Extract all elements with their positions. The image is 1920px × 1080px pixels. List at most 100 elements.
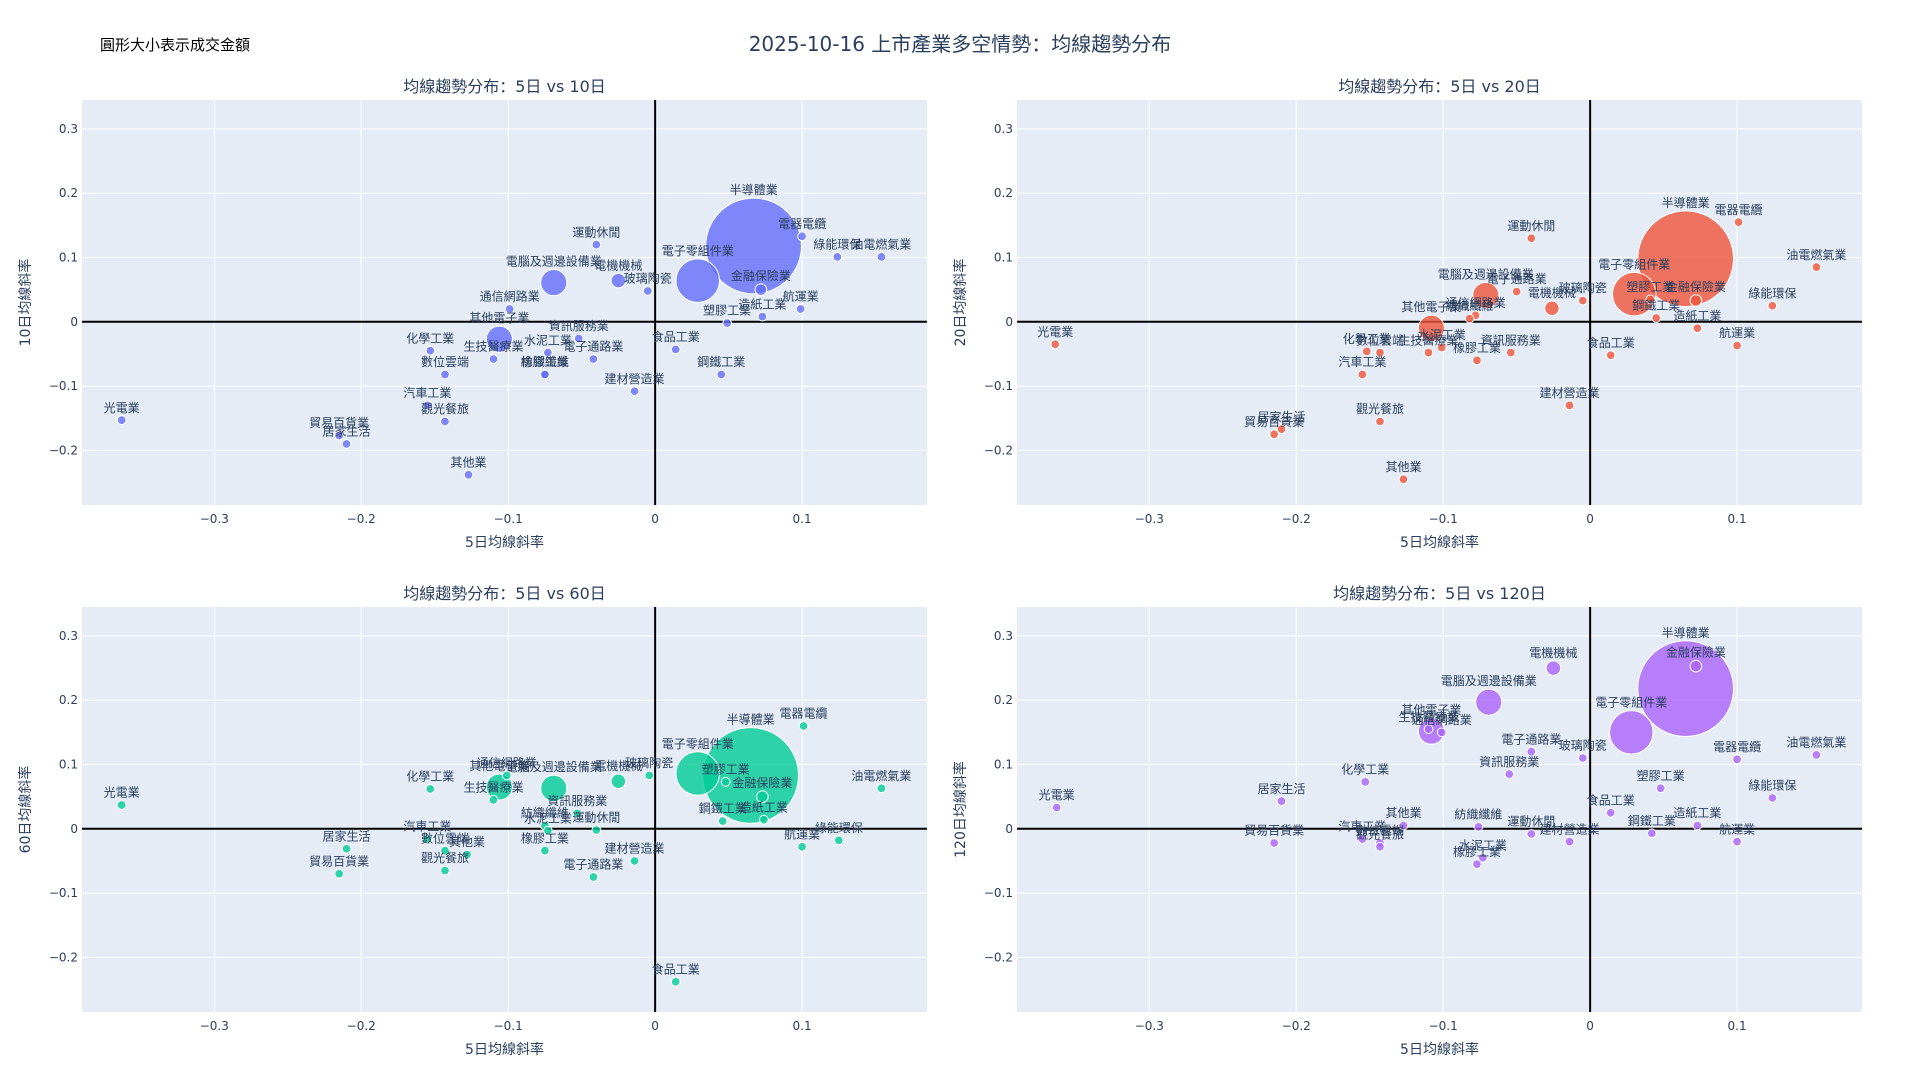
bubble[interactable] — [1361, 346, 1372, 357]
bubble[interactable] — [610, 272, 627, 289]
bubble[interactable] — [1398, 474, 1409, 485]
bubble[interactable] — [1423, 724, 1434, 734]
bubble[interactable] — [1611, 271, 1657, 317]
bubble[interactable] — [422, 834, 433, 844]
bubble[interactable] — [1733, 217, 1744, 227]
bubble[interactable] — [588, 872, 599, 882]
bubble[interactable] — [488, 795, 499, 805]
bubble[interactable] — [1605, 807, 1616, 818]
bubble[interactable] — [504, 304, 515, 314]
bubble[interactable] — [1577, 295, 1588, 306]
bubble[interactable] — [876, 252, 887, 262]
bubble[interactable] — [1651, 313, 1662, 323]
bubble[interactable] — [1436, 342, 1447, 353]
bubble[interactable] — [591, 239, 602, 250]
bubble[interactable] — [334, 430, 345, 441]
bubble[interactable] — [757, 311, 768, 322]
bubble[interactable] — [1511, 286, 1522, 297]
bubble[interactable] — [1269, 429, 1280, 440]
bubble[interactable] — [440, 416, 450, 427]
bubble[interactable] — [1276, 796, 1287, 806]
bubble[interactable] — [573, 333, 584, 344]
bubble[interactable] — [334, 868, 345, 879]
bubble[interactable] — [722, 318, 732, 328]
bubble[interactable] — [1464, 313, 1475, 324]
bubble[interactable] — [1645, 294, 1656, 305]
bubble[interactable] — [1472, 281, 1500, 309]
bubble[interactable] — [716, 369, 727, 380]
bubble[interactable] — [540, 369, 550, 380]
bubble[interactable] — [462, 849, 472, 860]
bubble[interactable] — [642, 286, 653, 296]
bubble[interactable] — [1375, 841, 1385, 852]
bubble[interactable] — [440, 865, 450, 876]
bubble[interactable] — [833, 835, 844, 846]
bubble[interactable] — [341, 843, 352, 854]
bubble[interactable] — [1526, 746, 1537, 757]
bubble[interactable] — [543, 347, 553, 358]
bubble[interactable] — [1732, 836, 1742, 847]
bubble[interactable] — [588, 354, 599, 364]
bubble[interactable] — [675, 258, 720, 303]
bubble[interactable] — [1475, 688, 1503, 716]
bubble[interactable] — [1526, 829, 1537, 839]
bubble[interactable] — [1732, 754, 1742, 765]
bubble[interactable] — [754, 283, 768, 296]
bubble[interactable] — [1360, 777, 1371, 787]
bubble[interactable] — [756, 790, 769, 803]
bubble[interactable] — [440, 369, 450, 380]
bubble[interactable] — [1051, 802, 1062, 813]
bubble[interactable] — [717, 816, 728, 826]
bubble[interactable] — [1398, 820, 1409, 831]
bubble[interactable] — [1564, 400, 1575, 411]
bubble[interactable] — [1473, 822, 1484, 832]
bubble[interactable] — [1472, 859, 1482, 869]
bubble[interactable] — [705, 197, 802, 295]
bubble[interactable] — [798, 721, 809, 731]
bubble[interactable] — [670, 976, 681, 987]
bubble[interactable] — [1647, 828, 1657, 839]
bubble[interactable] — [1545, 660, 1562, 676]
bubble[interactable] — [759, 814, 769, 825]
bubble[interactable] — [572, 808, 583, 819]
bubble[interactable] — [463, 469, 474, 480]
bubble[interactable] — [1692, 323, 1703, 334]
bubble[interactable] — [1436, 727, 1447, 738]
bubble[interactable] — [1544, 300, 1560, 317]
bubble[interactable] — [1423, 347, 1434, 358]
bubble[interactable] — [1811, 262, 1822, 272]
bubble[interactable] — [1375, 416, 1385, 427]
bubble[interactable] — [425, 345, 436, 356]
bubble[interactable] — [1269, 838, 1280, 848]
bubble[interactable] — [540, 269, 568, 297]
bubble[interactable] — [1526, 233, 1537, 244]
bubble[interactable] — [116, 800, 127, 810]
bubble[interactable] — [795, 304, 806, 314]
bubble[interactable] — [1417, 314, 1445, 342]
bubble[interactable] — [1505, 347, 1516, 358]
bubble[interactable] — [644, 770, 655, 781]
bubble[interactable] — [1637, 210, 1735, 308]
bubble[interactable] — [540, 774, 568, 802]
bubble[interactable] — [1050, 339, 1061, 350]
bubble[interactable] — [610, 773, 627, 789]
bubble[interactable] — [425, 784, 436, 794]
bubble[interactable] — [485, 773, 513, 801]
bubble[interactable] — [440, 845, 450, 856]
bubble[interactable] — [543, 825, 553, 836]
bubble[interactable] — [422, 400, 433, 411]
bubble[interactable] — [1577, 753, 1588, 763]
bubble[interactable] — [832, 252, 843, 262]
bubble[interactable] — [1692, 820, 1703, 831]
bubble[interactable] — [1357, 834, 1368, 844]
bubble[interactable] — [1478, 852, 1488, 863]
bubble[interactable] — [876, 783, 887, 794]
bubble[interactable] — [1811, 750, 1822, 760]
bubble[interactable] — [1655, 783, 1666, 794]
bubble[interactable] — [629, 386, 640, 397]
bubble[interactable] — [1357, 369, 1368, 380]
bubble[interactable] — [1605, 350, 1616, 361]
bubble[interactable] — [1472, 355, 1482, 366]
bubble[interactable] — [1637, 640, 1735, 737]
bubble[interactable] — [1609, 710, 1654, 755]
